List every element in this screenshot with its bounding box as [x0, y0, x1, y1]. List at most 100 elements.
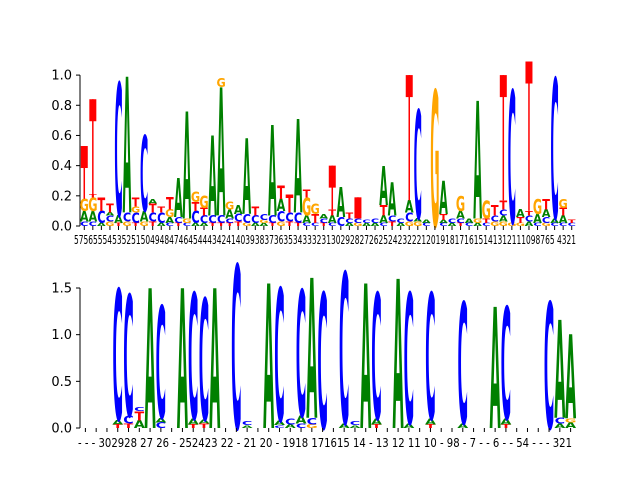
- logo-letter-T: T: [568, 220, 576, 225]
- logo-letter-C: C: [559, 223, 567, 228]
- logo-column-45: CGA: [182, 82, 191, 254]
- logo-letter-A: A: [403, 422, 415, 430]
- error-bar-cap: [525, 61, 533, 84]
- logo-letter-T: T: [269, 223, 277, 228]
- logo-letter-G: G: [473, 218, 482, 225]
- logo-column-35: TCA: [268, 100, 277, 245]
- logo-column-32: TCA: [294, 95, 303, 243]
- logo-letter-T: T: [328, 209, 336, 218]
- logo-letter-T: T: [251, 204, 260, 219]
- logo-letter-T: T: [380, 203, 388, 220]
- logo-column-30: CTG: [311, 202, 320, 228]
- logo-letter-C: C: [320, 218, 329, 225]
- logo-letter-A: A: [550, 218, 559, 225]
- logo-letter-T: T: [188, 423, 199, 429]
- logo-letter-T: T: [440, 213, 448, 222]
- logo-column-33: TCT: [285, 189, 294, 228]
- logo-letter-C: C: [251, 213, 259, 225]
- logo-letter-T: T: [559, 206, 567, 218]
- logo-column-17: AC: [285, 417, 297, 430]
- logo-letter-T: T: [149, 201, 158, 216]
- logo-letter-T: T: [134, 409, 145, 424]
- logo-letter-A: A: [393, 239, 404, 477]
- logo-letter-A: A: [439, 220, 448, 225]
- logo-letter-A: A: [345, 223, 354, 228]
- logo-letter-C: C: [425, 258, 435, 460]
- logo-letter-C: C: [456, 218, 465, 225]
- logo-column-16: G: [430, 55, 439, 271]
- logo-letter-C: C: [482, 223, 490, 228]
- logo-column-8: AC: [403, 257, 415, 466]
- logo-letter-G: G: [88, 194, 97, 216]
- logo-letter-A: A: [559, 213, 568, 225]
- logo-letter-C: C: [388, 215, 396, 224]
- logo-column-26: ACT: [345, 212, 354, 228]
- logo-letter-G: G: [199, 194, 208, 213]
- logo-column-20: AC: [396, 218, 405, 227]
- logo-letter-C: C: [362, 220, 370, 225]
- logo-letter-C: C: [491, 215, 499, 224]
- logo-letter-C: C: [458, 270, 468, 463]
- logo-letter-C: C: [542, 216, 550, 225]
- logo-letter-A: A: [405, 198, 414, 217]
- logo-column-0: CT: [568, 220, 576, 228]
- logo-letter-A: A: [362, 223, 371, 228]
- logo-column-11: AGA: [473, 69, 483, 257]
- logo-letter-C: C: [140, 117, 148, 236]
- logo-letter-A: A: [525, 221, 534, 228]
- logo-letter-A: A: [157, 223, 166, 228]
- logo-column-2: ACA: [554, 293, 566, 451]
- logo-letter-A: A: [242, 425, 253, 429]
- logo-column-23: TAC: [198, 266, 210, 459]
- logo-letter-A: A: [422, 220, 431, 225]
- logo-letter-G: G: [456, 192, 465, 216]
- logo-column-19: A: [263, 246, 274, 476]
- logo-letter-T: T: [199, 422, 209, 430]
- logo-letter-G: G: [122, 221, 131, 228]
- logo-letter-A: A: [217, 53, 226, 258]
- logo-letter-C: C: [414, 80, 422, 253]
- y-tick-label: 0.4: [51, 159, 72, 174]
- logo-letter-A: A: [457, 422, 469, 430]
- logo-letter-C: C: [465, 223, 473, 228]
- logo-letter-C: C: [200, 213, 208, 225]
- logo-letter-A: A: [296, 413, 307, 425]
- logo-letter-A: A: [439, 171, 448, 225]
- logo-letter-T: T: [482, 218, 491, 225]
- logo-column-12: AC: [349, 420, 360, 429]
- logo-letter-G: G: [413, 221, 422, 228]
- logo-letter-A: A: [396, 223, 405, 228]
- logo-letter-T: T: [346, 212, 354, 221]
- logo-letter-T: T: [226, 223, 234, 228]
- logo-letter-T: T: [286, 221, 295, 228]
- logo-letter-C: C: [97, 209, 105, 228]
- logo-letter-C: C: [533, 223, 541, 228]
- y-tick-label: 0.5: [51, 375, 72, 390]
- logo-letter-A: A: [148, 199, 157, 206]
- logo-letter-C: C: [371, 218, 380, 225]
- logo-letter-T: T: [277, 182, 285, 204]
- logo-letter-A: A: [542, 207, 551, 219]
- logo-letter-C: C: [243, 211, 251, 226]
- logo-letter-C: C: [174, 216, 182, 225]
- logo-letter-G: G: [182, 218, 191, 225]
- logo-letter-T: T: [303, 188, 311, 200]
- logo-letter-C: C: [199, 266, 209, 459]
- logo-letter-A: A: [516, 207, 525, 219]
- logo-letter-A: A: [112, 418, 124, 426]
- logo-letter-C: C: [166, 223, 174, 228]
- logo-column-7: GC: [507, 55, 516, 267]
- y-tick-label: 0.2: [51, 189, 72, 204]
- logo-column-46: TCA: [174, 169, 183, 231]
- logo-letter-G: G: [105, 221, 114, 228]
- logo-letter-C: C: [80, 221, 89, 228]
- logo-column-52: GCA: [122, 42, 131, 258]
- logo-letter-A: A: [155, 417, 167, 425]
- logo-letter-A: A: [500, 417, 511, 426]
- logo-column-5: ACT: [525, 61, 534, 228]
- logo-letter-A: A: [145, 252, 156, 475]
